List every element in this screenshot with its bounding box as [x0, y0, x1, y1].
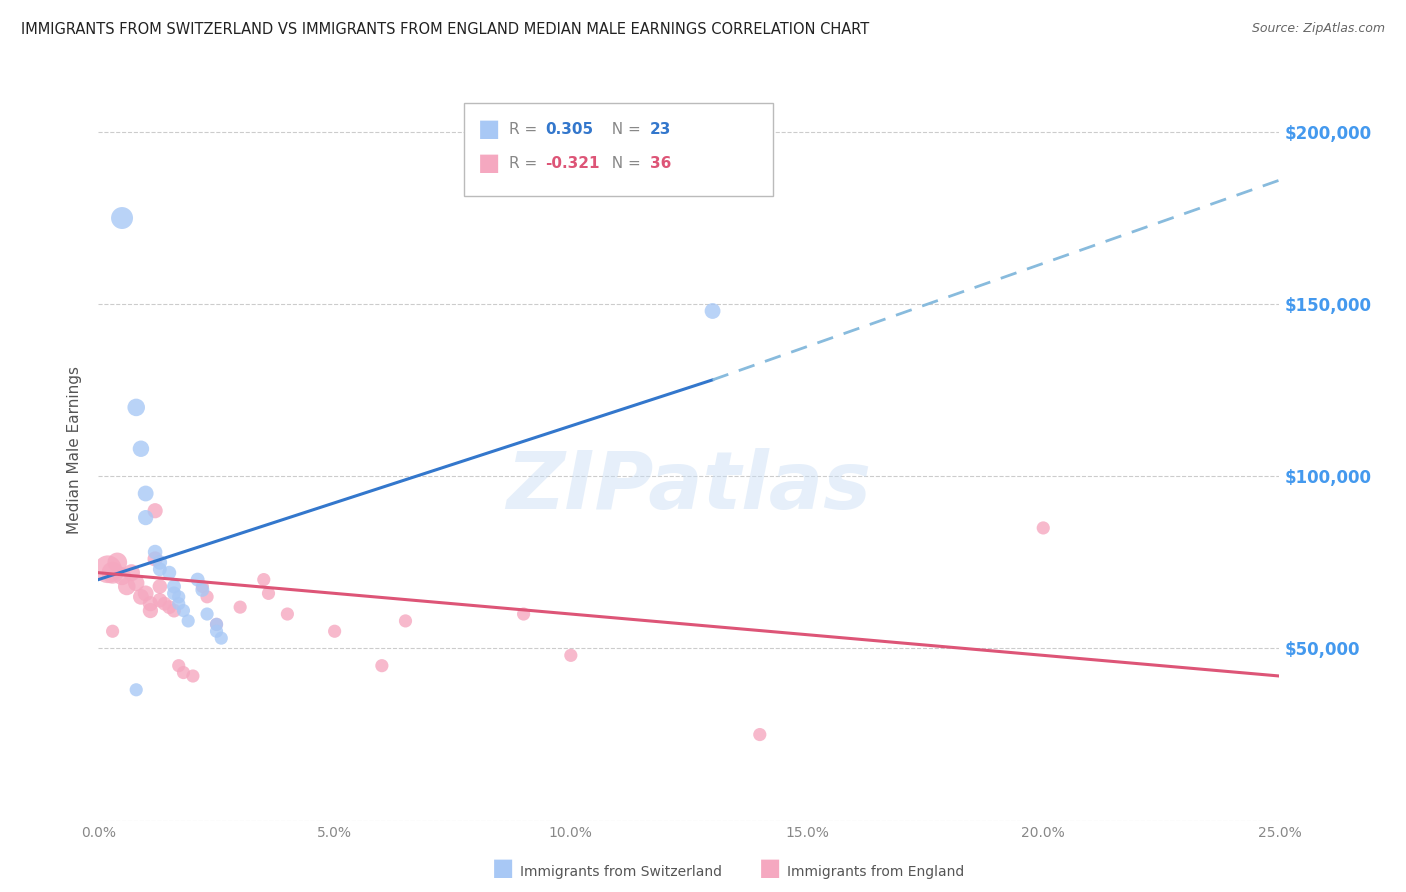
Point: [229, 600, 252, 615]
Point: [149, 555, 172, 569]
Point: [139, 597, 162, 611]
Point: [323, 624, 346, 639]
Point: [143, 552, 166, 566]
Text: IMMIGRANTS FROM SWITZERLAND VS IMMIGRANTS FROM ENGLAND MEDIAN MALE EARNINGS CORR: IMMIGRANTS FROM SWITZERLAND VS IMMIGRANT…: [21, 22, 869, 37]
Point: [205, 617, 228, 632]
Point: [125, 401, 148, 415]
Point: [167, 658, 190, 673]
Point: [143, 545, 166, 559]
Point: [191, 582, 214, 597]
Point: [125, 576, 148, 591]
Point: [748, 727, 770, 741]
Point: [143, 504, 166, 518]
Text: R =: R =: [509, 122, 543, 136]
Point: [195, 590, 218, 604]
Point: [157, 600, 180, 615]
Text: N =: N =: [602, 156, 645, 170]
Point: [195, 607, 218, 621]
Text: -0.321: -0.321: [546, 156, 600, 170]
Point: [163, 579, 186, 593]
Point: [135, 510, 157, 524]
Point: [276, 607, 298, 621]
Text: 0.305: 0.305: [546, 122, 593, 136]
Point: [702, 304, 724, 318]
Point: [560, 648, 582, 663]
Text: N =: N =: [602, 122, 645, 136]
Point: [181, 669, 204, 683]
Point: [125, 682, 148, 697]
Point: [121, 566, 143, 580]
Point: [101, 566, 124, 580]
Point: [1032, 521, 1054, 535]
Point: [177, 614, 200, 628]
Point: [253, 573, 276, 587]
Point: [172, 665, 194, 680]
Point: [172, 604, 194, 618]
Point: [129, 442, 152, 456]
Text: R =: R =: [509, 156, 543, 170]
Point: [129, 590, 152, 604]
Point: [111, 569, 134, 583]
Text: ■: ■: [478, 152, 501, 175]
Point: [135, 586, 157, 600]
Point: [135, 486, 157, 500]
Text: 23: 23: [650, 122, 671, 136]
Point: [209, 631, 232, 645]
Point: [105, 555, 128, 569]
Text: Immigrants from Switzerland: Immigrants from Switzerland: [520, 865, 723, 880]
Point: [394, 614, 416, 628]
Point: [139, 604, 162, 618]
Point: [149, 562, 172, 576]
Point: [163, 604, 186, 618]
Point: [371, 658, 394, 673]
Point: [97, 562, 120, 576]
Point: [167, 597, 190, 611]
Point: [205, 617, 228, 632]
Text: ■: ■: [478, 118, 501, 141]
Point: [187, 573, 209, 587]
Point: [149, 593, 172, 607]
Point: [157, 566, 180, 580]
Point: [163, 586, 186, 600]
Text: ZIPatlas: ZIPatlas: [506, 449, 872, 526]
Point: [101, 624, 124, 639]
Text: ■: ■: [492, 856, 515, 880]
Text: 36: 36: [650, 156, 671, 170]
Text: ■: ■: [759, 856, 782, 880]
Point: [111, 211, 134, 225]
Point: [191, 579, 214, 593]
Point: [167, 590, 190, 604]
Point: [257, 586, 280, 600]
Point: [115, 579, 138, 593]
Y-axis label: Median Male Earnings: Median Male Earnings: [67, 367, 83, 534]
Point: [153, 597, 176, 611]
Text: Immigrants from England: Immigrants from England: [787, 865, 965, 880]
Text: Source: ZipAtlas.com: Source: ZipAtlas.com: [1251, 22, 1385, 36]
Point: [205, 624, 228, 639]
Point: [512, 607, 534, 621]
Point: [149, 579, 172, 593]
